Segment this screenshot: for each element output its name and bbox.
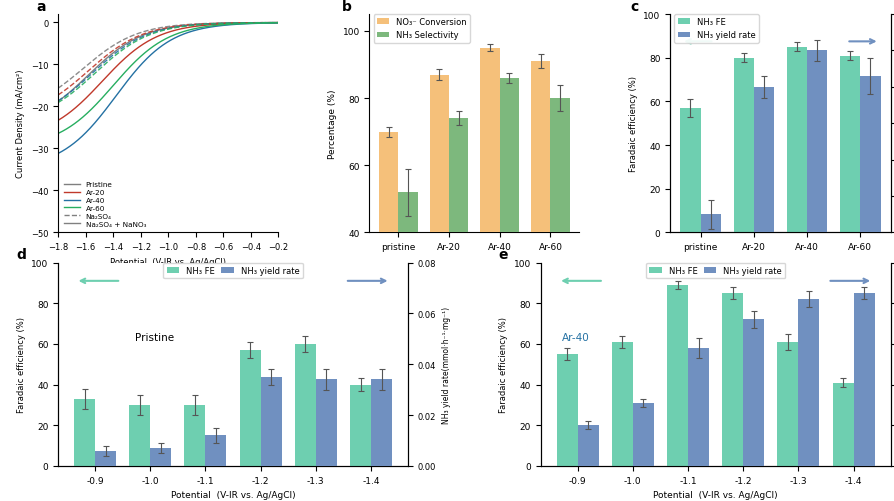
Bar — [294, 344, 316, 466]
Bar — [150, 448, 171, 466]
X-axis label: Potential  (V-IR vs. Ag/AgCl): Potential (V-IR vs. Ag/AgCl) — [110, 257, 226, 266]
Text: d: d — [16, 248, 26, 262]
Bar — [129, 405, 150, 466]
Bar — [429, 75, 449, 367]
Bar — [316, 380, 336, 466]
Y-axis label: Faradaic efficiency (%): Faradaic efficiency (%) — [499, 317, 508, 412]
Text: Ar-40: Ar-40 — [561, 332, 589, 342]
Y-axis label: Current Density (mA/cm²): Current Density (mA/cm²) — [16, 70, 25, 178]
Bar — [797, 300, 819, 466]
Bar — [777, 342, 797, 466]
Bar — [666, 286, 687, 466]
Bar — [499, 79, 519, 367]
Bar — [371, 380, 392, 466]
Bar — [378, 132, 398, 367]
Bar — [733, 59, 753, 233]
Text: b: b — [342, 0, 351, 14]
Legend: Pristine, Ar-20, Ar-40, Ar-60, Na₂SO₄, Na₂SO₄ + NaNO₃: Pristine, Ar-20, Ar-40, Ar-60, Na₂SO₄, N… — [62, 180, 148, 229]
Legend: NH₃ FE, NH₃ yield rate: NH₃ FE, NH₃ yield rate — [645, 263, 784, 279]
Bar — [206, 435, 226, 466]
Legend: NH₃ FE, NH₃ yield rate: NH₃ FE, NH₃ yield rate — [674, 15, 758, 44]
Bar — [679, 109, 700, 233]
Bar — [831, 383, 853, 466]
Bar — [839, 57, 859, 233]
Bar — [240, 350, 260, 466]
Bar — [480, 49, 499, 367]
X-axis label: Potential  (V-IR vs. Ag/AgCl): Potential (V-IR vs. Ag/AgCl) — [171, 490, 295, 499]
Bar — [853, 294, 873, 466]
Bar — [753, 88, 773, 306]
Bar — [398, 193, 417, 367]
Text: Pristine: Pristine — [135, 332, 174, 342]
Legend: NH₃ FE, NH₃ yield rate: NH₃ FE, NH₃ yield rate — [164, 263, 302, 279]
Bar — [700, 215, 720, 306]
X-axis label: Potential  (V-IR vs. Ag/AgCl): Potential (V-IR vs. Ag/AgCl) — [653, 490, 777, 499]
Bar — [577, 425, 598, 466]
Bar — [530, 62, 550, 367]
Bar — [742, 320, 763, 466]
Bar — [260, 377, 282, 466]
Bar — [721, 294, 742, 466]
Bar — [350, 385, 371, 466]
Bar — [449, 119, 468, 367]
Bar — [859, 77, 880, 306]
Y-axis label: Faradaic efficiency (%): Faradaic efficiency (%) — [628, 76, 637, 172]
Legend: NO₃⁻ Conversion, NH₃ Selectivity: NO₃⁻ Conversion, NH₃ Selectivity — [373, 15, 469, 44]
Bar — [611, 342, 632, 466]
Bar — [550, 99, 569, 367]
Bar — [95, 451, 116, 466]
Bar — [786, 48, 806, 233]
Text: c: c — [630, 0, 638, 14]
Bar — [184, 405, 206, 466]
Y-axis label: Percentage (%): Percentage (%) — [327, 89, 336, 159]
Bar — [632, 403, 654, 466]
Bar — [74, 399, 95, 466]
Y-axis label: NH₃ yield rate(mmol·h⁻¹·mg⁻¹): NH₃ yield rate(mmol·h⁻¹·mg⁻¹) — [441, 306, 451, 423]
Text: e: e — [498, 248, 508, 262]
Y-axis label: Faradaic efficiency (%): Faradaic efficiency (%) — [17, 317, 26, 412]
Text: a: a — [36, 0, 46, 14]
Bar — [687, 348, 708, 466]
Bar — [556, 354, 577, 466]
Bar — [806, 51, 826, 306]
